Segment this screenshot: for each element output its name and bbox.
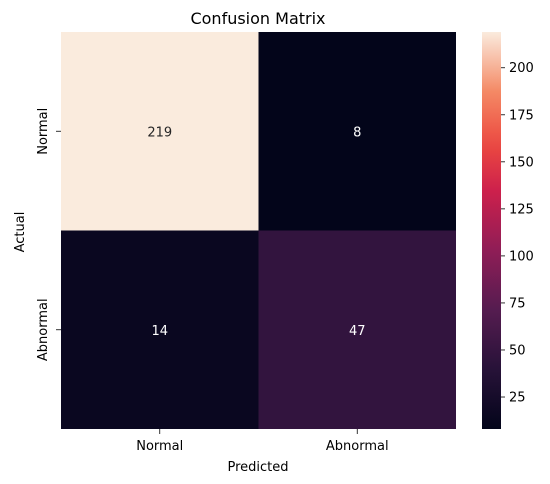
x-axis-label: Predicted	[227, 460, 288, 475]
colorbar-tick-label: 125	[509, 202, 534, 217]
x-tick-label: Normal	[136, 439, 183, 454]
cell-value-label: 219	[147, 125, 172, 140]
y-axis-label: Actual	[13, 212, 28, 253]
y-tick-label: Abnormal	[36, 298, 51, 361]
colorbar-tick-label: 25	[509, 391, 526, 406]
colorbar-tick-label: 75	[509, 296, 526, 311]
cell-value-label: 47	[349, 324, 366, 339]
x-tick-label: Abnormal	[326, 439, 389, 454]
heatmap-cell	[258, 230, 456, 429]
cell-value-label: 14	[151, 324, 168, 339]
colorbar-tick-label: 200	[509, 61, 534, 76]
chart-title: Confusion Matrix	[190, 9, 325, 28]
colorbar-tick-label: 175	[509, 108, 534, 123]
heatmap-cell	[61, 32, 259, 231]
heatmap-cell	[61, 230, 259, 429]
colorbar-tick-label: 150	[509, 155, 534, 170]
colorbar-tick-label: 100	[509, 249, 534, 264]
heatmap-cell	[258, 32, 456, 231]
cell-value-label: 8	[353, 125, 361, 140]
colorbar	[482, 32, 501, 429]
colorbar-tick-label: 50	[509, 343, 526, 358]
y-tick-label: Normal	[36, 108, 51, 155]
